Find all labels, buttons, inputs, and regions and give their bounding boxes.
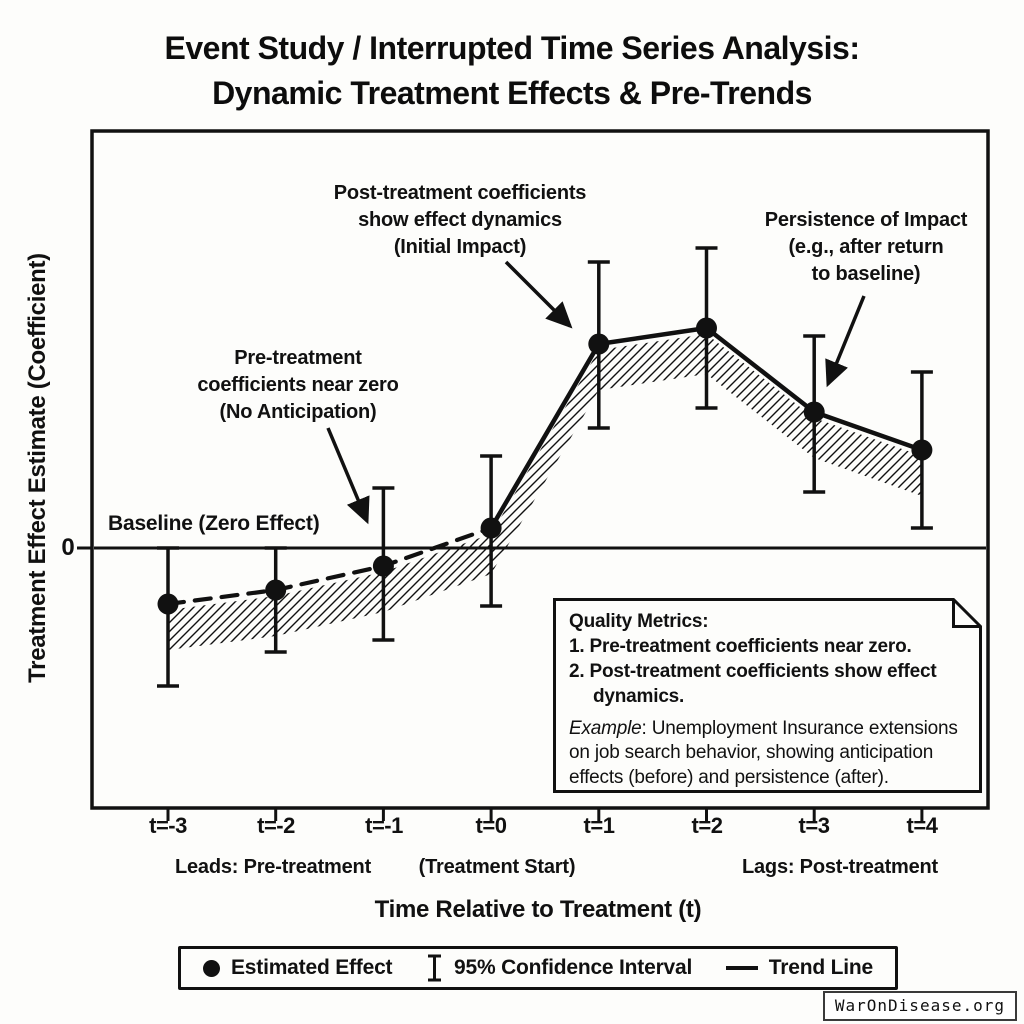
confidence-interval-ibeam-icon xyxy=(428,954,441,982)
data-point xyxy=(911,439,933,461)
page-title-line2: Dynamic Treatment Effects & Pre-Trends xyxy=(212,75,812,112)
annotation-arrow-2 xyxy=(504,260,573,329)
note-example-text: : Unemployment Insurance extensions on j… xyxy=(569,717,958,789)
note-item-1: 1. Pre-treatment coefficients near zero. xyxy=(569,635,912,657)
x-tick-label-t3: t=3 xyxy=(798,813,830,838)
x-axis-label: Time Relative to Treatment (t) xyxy=(374,896,702,923)
legend-item-confidence-interval: 95% Confidence Interval xyxy=(426,953,692,983)
x-tick-label-t1: t=1 xyxy=(583,813,615,838)
trend-shading xyxy=(168,334,922,650)
data-point xyxy=(372,555,394,577)
note-item-2: 2. Post-treatment coefficients show effe… xyxy=(569,660,937,707)
annotation-arrow-1 xyxy=(326,427,370,525)
legend-label-confidence-interval: 95% Confidence Interval xyxy=(454,956,693,979)
data-point xyxy=(588,333,610,355)
page-title: Event Study / Interrupted Time Series An… xyxy=(64,26,960,117)
annotation-persistence: Persistence of Impact (e.g., after retur… xyxy=(764,209,968,285)
legend-item-estimated-effect: Estimated Effect xyxy=(203,956,393,980)
folded-corner-icon xyxy=(952,598,982,628)
legend-item-trend-line: Trend Line xyxy=(725,956,873,980)
legend: Estimated Effect 95% Confidence Interval… xyxy=(178,946,898,990)
x-tick-label-tm3: t=-3 xyxy=(149,813,187,838)
x-tick-label-t4: t=4 xyxy=(906,813,938,838)
x-tick-label-tm1: t=-1 xyxy=(365,813,403,838)
x-group-label-leads: Leads: Pre-treatment xyxy=(174,856,372,878)
data-point xyxy=(480,517,502,539)
y-axis-zero-tick-label: 0 xyxy=(61,534,75,561)
annotation-post-treatment: Post-treatment coefficients show effect … xyxy=(333,182,587,258)
note-example-lead: Example xyxy=(569,717,642,739)
data-point xyxy=(803,401,825,423)
note-example: Example: Unemployment Insurance extensio… xyxy=(569,717,967,792)
y-axis-label: Treatment Effect Estimate (Coefficient) xyxy=(24,253,51,683)
note-heading: Quality Metrics: xyxy=(569,611,709,632)
legend-label-trend-line: Trend Line xyxy=(768,956,873,979)
trend-line-icon xyxy=(725,966,758,970)
pre-trend-dashed-line xyxy=(165,525,494,607)
quality-metrics-note: Quality Metrics: 1. Pre-treatment coeffi… xyxy=(553,598,982,793)
watermark: WarOnDisease.org xyxy=(822,991,1017,1021)
data-point xyxy=(696,317,717,339)
data-point xyxy=(157,593,179,615)
x-group-label-treatment-start: (Treatment Start) xyxy=(418,856,576,878)
page-title-line1: Event Study / Interrupted Time Series An… xyxy=(164,30,860,66)
plot-border xyxy=(90,129,990,810)
data-point xyxy=(265,579,287,601)
annotation-pre-treatment: Pre-treatment coefficients near zero (No… xyxy=(197,347,399,423)
estimated-effect-dot-icon xyxy=(203,959,220,977)
baseline-label: Baseline (Zero Effect) xyxy=(108,512,320,535)
legend-label-estimated-effect: Estimated Effect xyxy=(231,956,393,979)
x-group-label-lags: Lags: Post-treatment xyxy=(741,856,939,878)
x-tick-label-tm2: t=-2 xyxy=(257,813,295,838)
x-tick-label-t0: t=0 xyxy=(475,813,507,838)
annotation-arrow-3 xyxy=(825,295,866,388)
x-tick-label-t2: t=2 xyxy=(691,813,723,838)
